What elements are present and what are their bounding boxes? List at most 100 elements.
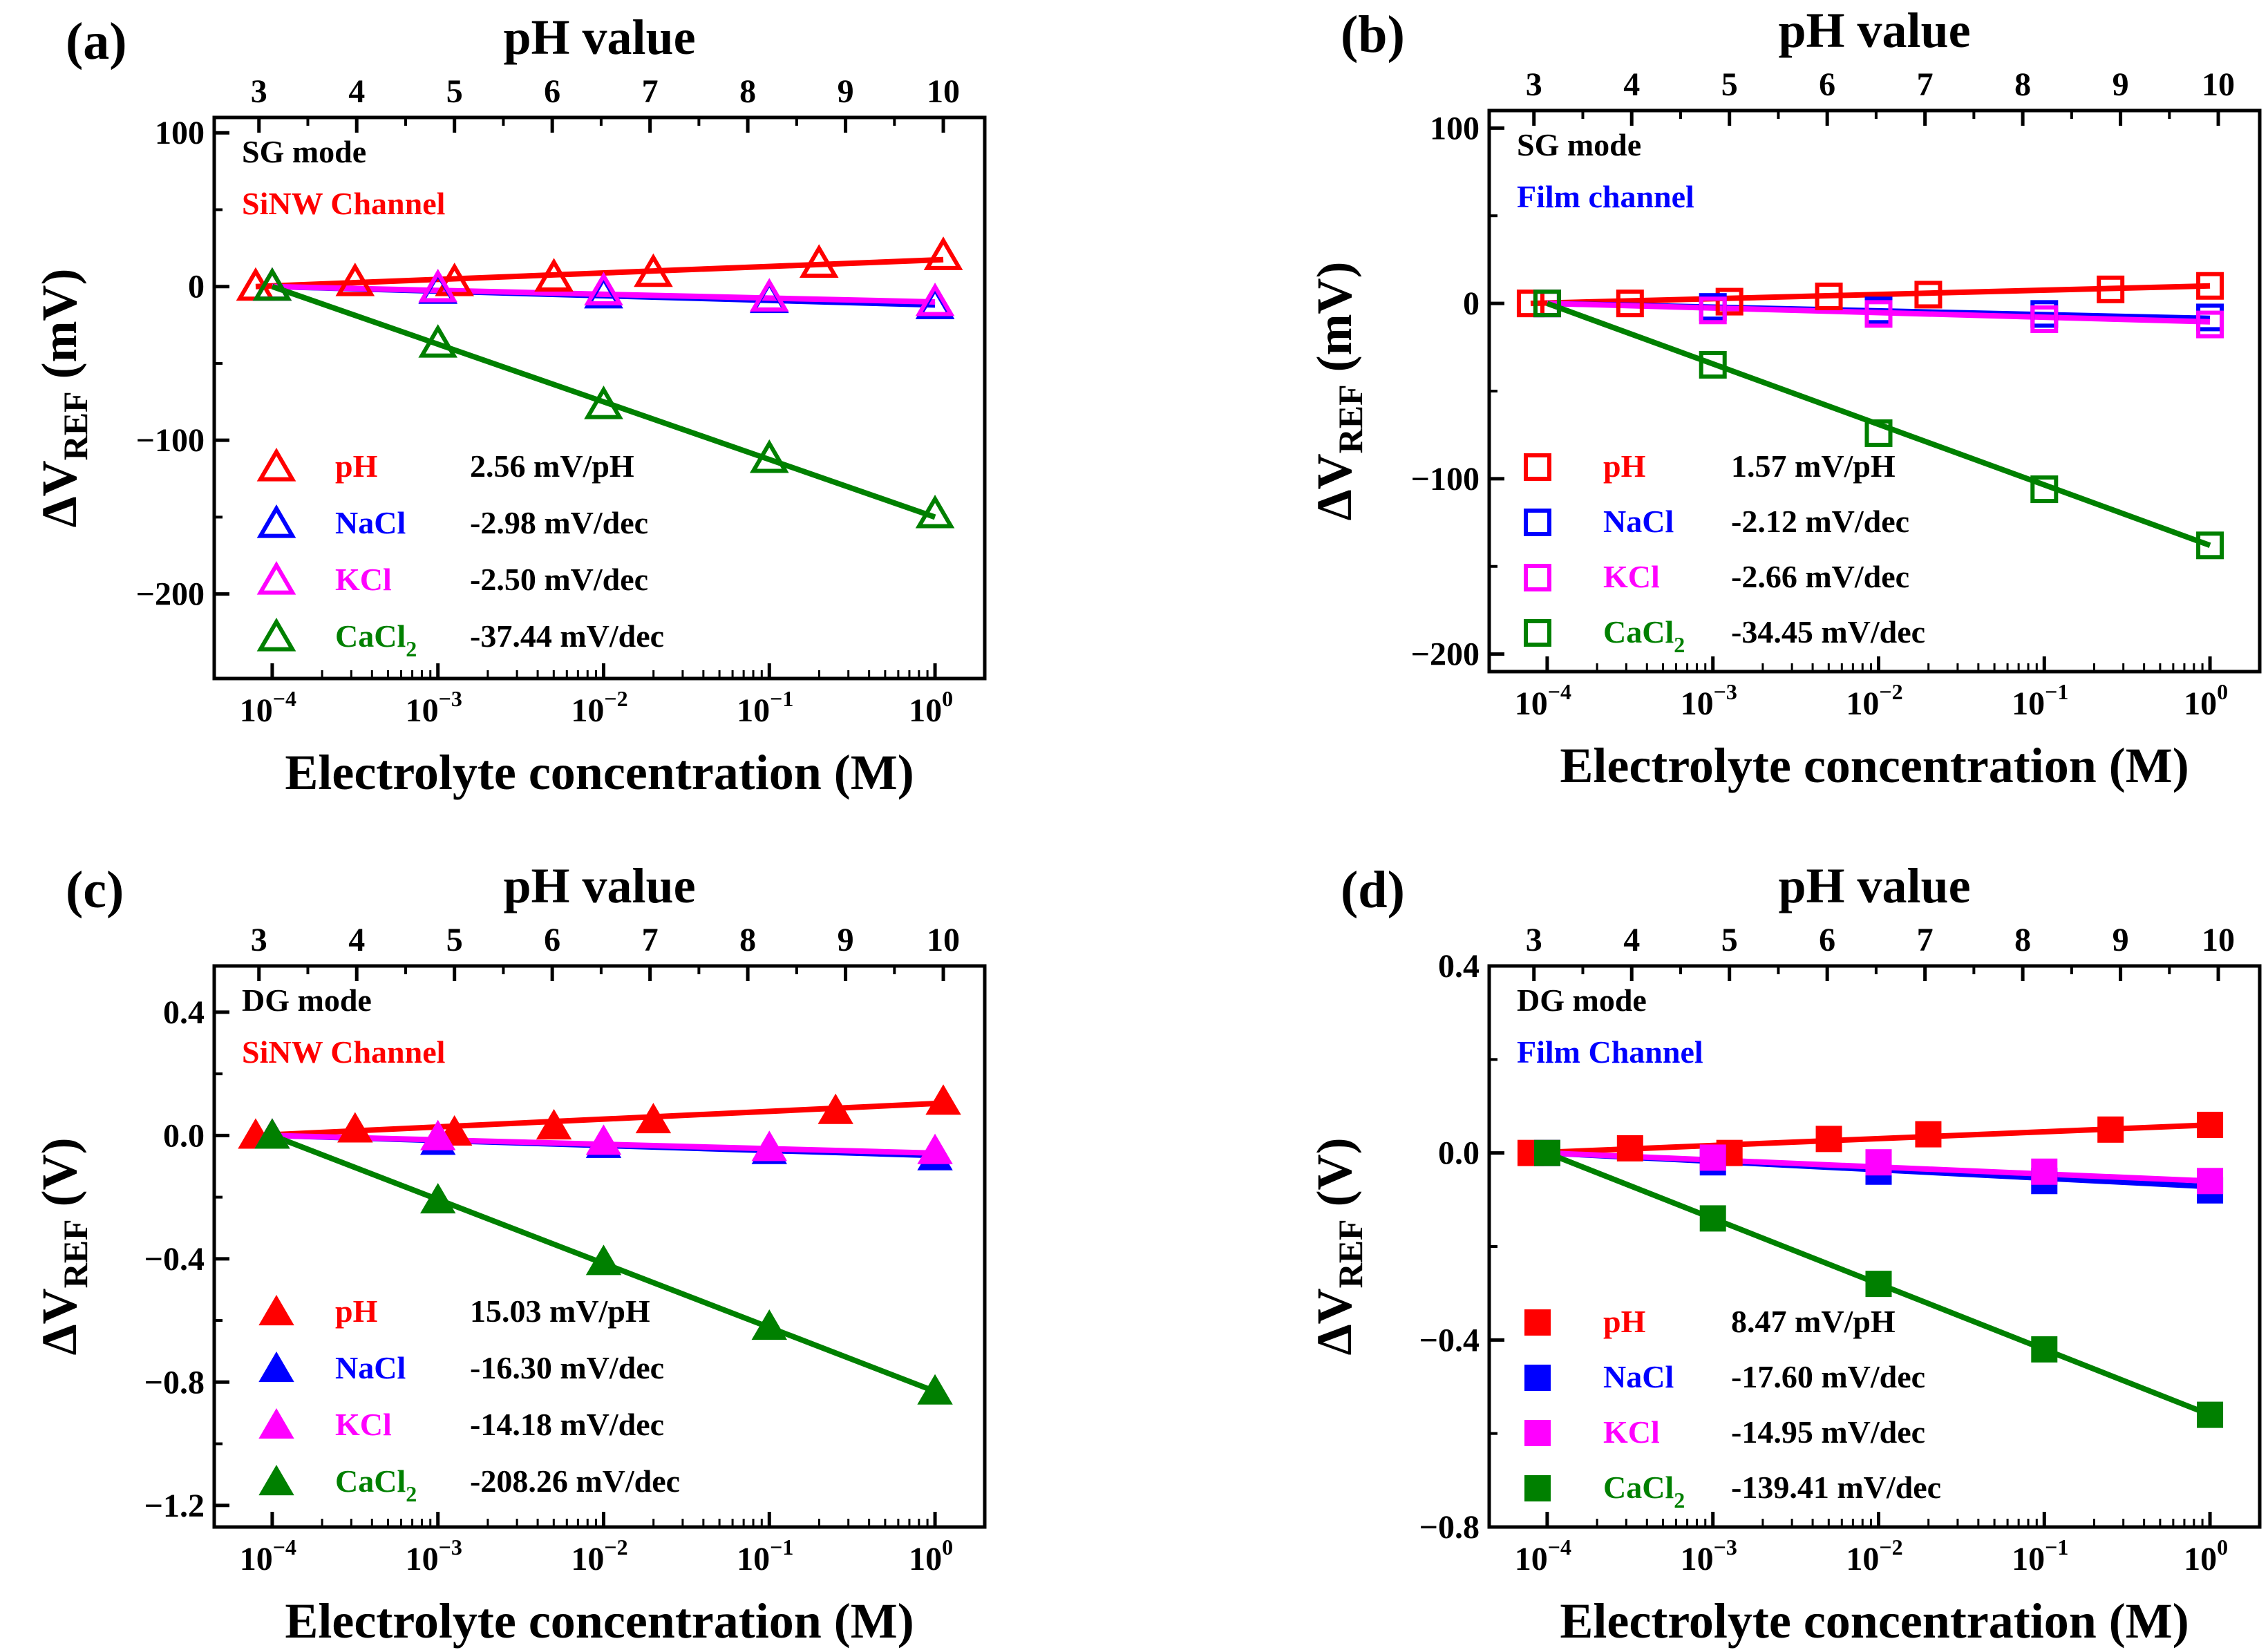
chart-panel-c: (c) pH value 3 4 5 6 7 8 9 10 10−4 10−3 10−2 10−1 100 E… bbox=[32, 858, 987, 1649]
channel-label: Film channel bbox=[1517, 179, 1694, 214]
legend-label: KCl bbox=[1603, 1414, 1660, 1450]
legend-marker bbox=[258, 1295, 294, 1326]
data-point-kcl bbox=[915, 283, 955, 316]
x-tick-label: 10−1 bbox=[737, 686, 793, 729]
legend-label: CaCl2 bbox=[335, 618, 417, 661]
legend-slope: -37.44 mV/dec bbox=[470, 618, 664, 654]
legend-marker bbox=[258, 1408, 294, 1439]
data-point-kcl bbox=[1699, 296, 1727, 325]
legend-slope: -34.45 mV/dec bbox=[1731, 614, 1925, 649]
data-point-ph bbox=[799, 244, 839, 278]
top-tick-label: 3 bbox=[251, 73, 267, 110]
legend-marker bbox=[1524, 619, 1551, 647]
data-point-cacl bbox=[419, 1183, 456, 1214]
top-tick-label: 5 bbox=[446, 73, 463, 110]
y-tick-label: 0 bbox=[188, 269, 205, 305]
legend-label: KCl bbox=[335, 562, 392, 597]
x-tick-label: 10−1 bbox=[2012, 679, 2068, 722]
fit-line-kcl bbox=[272, 283, 936, 305]
data-point-ph bbox=[1616, 290, 1644, 318]
data-point-ph bbox=[923, 236, 963, 270]
legend-slope: 8.47 mV/pH bbox=[1731, 1304, 1896, 1339]
fit-line-cacl bbox=[1546, 301, 2211, 549]
data-point-ph bbox=[634, 253, 673, 287]
data-point-cacl bbox=[2031, 1336, 2058, 1363]
top-tick-label: 5 bbox=[1721, 922, 1738, 958]
legend-slope: -14.18 mV/dec bbox=[470, 1407, 664, 1442]
x-tick-label: 10−1 bbox=[737, 1535, 793, 1577]
plot-frame bbox=[212, 115, 987, 681]
legend-slope: -2.12 mV/dec bbox=[1731, 504, 1909, 539]
panel-label: (a) bbox=[66, 12, 127, 70]
top-tick-label: 5 bbox=[446, 922, 463, 958]
legend-slope: 2.56 mV/pH bbox=[470, 448, 634, 484]
data-point-kcl bbox=[749, 278, 789, 312]
y-tick-label: −100 bbox=[1411, 461, 1480, 497]
top-tick-label: 3 bbox=[251, 922, 267, 958]
data-point-kcl bbox=[2197, 1168, 2224, 1195]
legend-marker bbox=[258, 1352, 294, 1383]
legend-label: NaCl bbox=[335, 505, 406, 540]
y-tick-label: 0 bbox=[1463, 285, 1480, 322]
y-tick-label: −0.8 bbox=[144, 1364, 205, 1401]
panel-label: (c) bbox=[66, 861, 124, 919]
top-tick-label: 5 bbox=[1721, 66, 1738, 103]
data-point-ph bbox=[1815, 1126, 1842, 1153]
y-tick-label: −1.2 bbox=[144, 1488, 205, 1524]
mode-label: SG mode bbox=[1517, 127, 1641, 162]
data-point-kcl bbox=[1865, 1149, 1892, 1176]
legend-label: pH bbox=[1603, 448, 1646, 484]
data-point-cacl bbox=[1865, 1271, 1892, 1298]
data-point-ph bbox=[925, 1084, 961, 1115]
x-tick-label: 10−4 bbox=[240, 686, 296, 729]
legend-marker bbox=[256, 504, 296, 538]
y-tick-label: −200 bbox=[136, 576, 205, 613]
top-tick-label: 9 bbox=[838, 73, 854, 110]
mode-label: DG mode bbox=[1517, 983, 1647, 1018]
legend-slope: -2.50 mV/dec bbox=[470, 562, 648, 597]
y-tick-label: −0.4 bbox=[144, 1241, 205, 1278]
fit-line-ph bbox=[1530, 1122, 2211, 1156]
top-tick-label: 10 bbox=[927, 73, 960, 110]
legend-marker bbox=[256, 561, 296, 595]
x-tick-label: 10−4 bbox=[240, 1535, 296, 1577]
x-tick-label: 10−1 bbox=[2012, 1535, 2068, 1577]
data-point-cacl bbox=[2197, 1401, 2224, 1428]
data-point-ph bbox=[435, 263, 475, 296]
top-tick-label: 7 bbox=[1917, 66, 1934, 103]
data-point-ph bbox=[1815, 282, 1843, 310]
y-tick-label: 0.0 bbox=[163, 1117, 205, 1154]
y-tick-label: 100 bbox=[1430, 110, 1480, 146]
legend-label: KCl bbox=[335, 1407, 392, 1442]
data-point-kcl bbox=[2196, 310, 2224, 339]
legend-marker bbox=[1524, 1420, 1551, 1446]
data-point-cacl bbox=[2196, 531, 2224, 560]
top-tick-label: 10 bbox=[2202, 66, 2235, 103]
data-point-cacl bbox=[1533, 1139, 1560, 1166]
legend-label: CaCl2 bbox=[1603, 1470, 1685, 1512]
x-tick-label: 10−2 bbox=[571, 686, 627, 729]
data-point-cacl bbox=[254, 1118, 290, 1149]
top-tick-label: 6 bbox=[1819, 922, 1835, 958]
top-tick-label: 6 bbox=[544, 73, 560, 110]
y-tick-label: −0.8 bbox=[1419, 1509, 1480, 1546]
top-tick-label: 6 bbox=[1819, 66, 1835, 103]
top-tick-label: 9 bbox=[2113, 66, 2129, 103]
top-tick-label: 10 bbox=[927, 922, 960, 958]
top-tick-label: 4 bbox=[348, 73, 365, 110]
data-point-cacl bbox=[418, 324, 458, 358]
data-point-cacl bbox=[915, 495, 955, 529]
data-point-cacl bbox=[1699, 350, 1727, 379]
data-point-ph bbox=[337, 1112, 373, 1143]
y-tick-label: 100 bbox=[155, 115, 205, 151]
data-point-cacl bbox=[252, 267, 292, 301]
x-tick-label: 100 bbox=[2184, 1535, 2228, 1577]
mode-label: DG mode bbox=[242, 983, 372, 1018]
top-tick-label: 4 bbox=[1623, 922, 1640, 958]
legend-label: CaCl2 bbox=[1603, 614, 1685, 657]
top-axis-title: pH value bbox=[1778, 858, 1970, 913]
y-tick-label: 0.4 bbox=[1438, 948, 1480, 985]
data-point-kcl bbox=[419, 1119, 456, 1150]
top-tick-label: 9 bbox=[2113, 922, 2129, 958]
legend-marker bbox=[256, 618, 296, 652]
